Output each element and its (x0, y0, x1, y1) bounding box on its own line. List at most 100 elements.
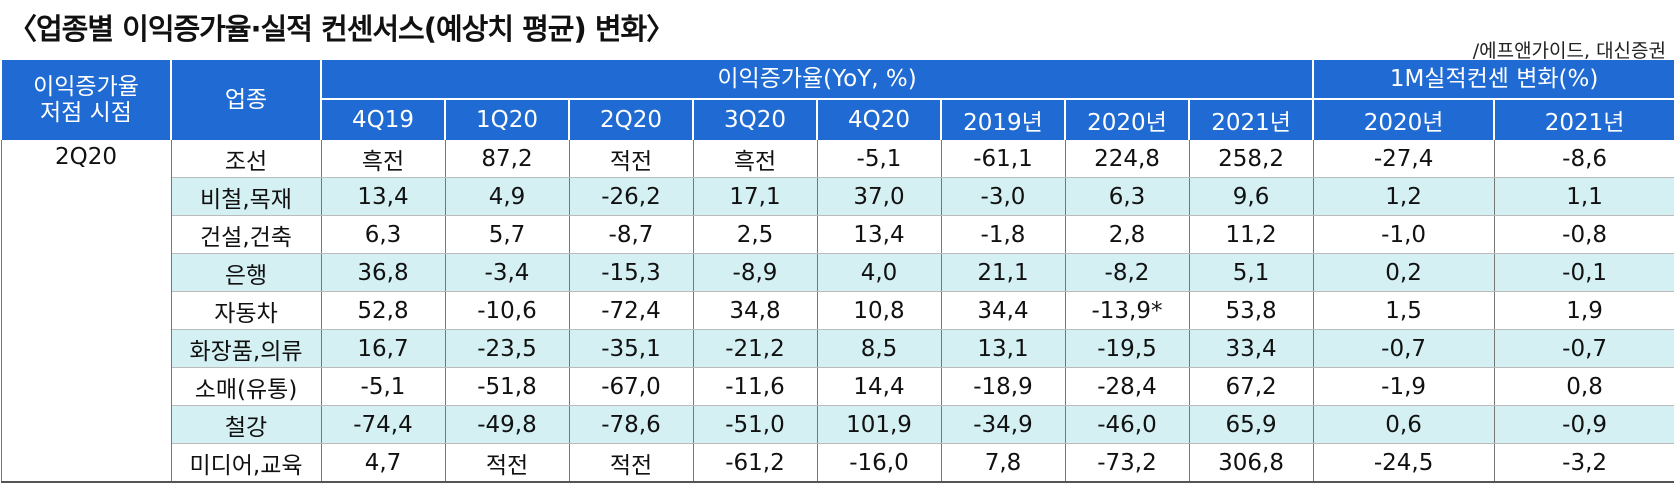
header-cell: 이익증가율(YoY, %) (319, 60, 1315, 99)
column-header: 4Q20 (816, 98, 942, 140)
column-header: 2021년 (1493, 98, 1674, 140)
value-cell: -49,8 (444, 405, 570, 444)
value-cell: 8,5 (816, 329, 942, 368)
header-text: 업종 (224, 86, 268, 113)
value-cell: -35,1 (568, 329, 694, 368)
value-cell: -24,5 (1312, 443, 1495, 483)
value-cell: -1,0 (1312, 215, 1495, 254)
column-header: 2020년 (1064, 98, 1190, 140)
value-cell: 224,8 (1064, 140, 1190, 178)
value-cell: 11,2 (1188, 215, 1314, 254)
value-cell: 34,8 (692, 291, 818, 330)
value-cell: 적전 (568, 140, 694, 178)
table: 이익증가율 저점 시점 업종 이익증가율(YoY, %) 1M실적컨센 변화(%) 4Q1… (0, 60, 1674, 483)
value-cell: -74,4 (320, 405, 446, 444)
value-cell: 101,9 (816, 405, 942, 444)
value-cell: -1,8 (940, 215, 1066, 254)
header-text: 저점 시점 (40, 100, 132, 126)
value-cell: 10,8 (816, 291, 942, 330)
industry-cell: 자동차 (170, 291, 322, 330)
industry-cell: 미디어,교육 (170, 443, 322, 483)
industry-cell: 조선 (170, 140, 322, 178)
industry-cell: 철강 (170, 405, 322, 444)
column-header: 2019년 (940, 98, 1066, 140)
value-cell: 37,0 (816, 177, 942, 216)
title: 〈업종별 이익증가율·실적 컨센서스(예상치 평균) 변화〉 (8, 12, 675, 46)
column-header: 2020년 (1312, 98, 1496, 140)
header-row: 이익증가율 저점 시점 업종 이익증가율(YoY, %) 1M실적컨센 변화(%) (0, 60, 1674, 140)
value-cell: -72,4 (568, 291, 694, 330)
column-header: 2021년 (1187, 98, 1315, 140)
value-cell: 53,8 (1188, 291, 1314, 330)
table-row: 비철,목재 13,4 4,9 -26,2 17,1 37,0 -3,0 6,3 9,6 1,2 1,… (1, 177, 1674, 216)
table-row: 철강 -74,4 -49,8 -78,6 -51,0 101,9 -34,9 -46,0 65,… (1, 405, 1674, 444)
header-text: 1M실적컨센 변화(%) (1389, 65, 1599, 92)
value-cell: 16,7 (320, 329, 446, 368)
value-cell: 13,1 (940, 329, 1066, 368)
value-cell: -21,2 (692, 329, 818, 368)
value-cell: 적전 (444, 443, 570, 483)
value-cell: 4,0 (816, 253, 942, 292)
value-cell: -26,2 (568, 177, 694, 216)
industry-cell: 건설,건축 (170, 215, 322, 254)
table-row: 미디어,교육 4,7 적전 적전 -61,2 -16,0 7,8 -73,2 306,8 -24,… (1, 443, 1674, 483)
value-cell: 87,2 (444, 140, 570, 178)
value-cell: -78,6 (568, 405, 694, 444)
value-cell: 36,8 (320, 253, 446, 292)
value-cell: 1,1 (1493, 177, 1674, 216)
value-cell: -27,4 (1312, 140, 1495, 178)
value-cell: 0,8 (1493, 367, 1674, 406)
value-cell: -11,6 (692, 367, 818, 406)
table-row: 화장품,의류 16,7 -23,5 -35,1 -21,2 8,5 13,1 -19,5 33,… (1, 329, 1674, 368)
value-cell: -18,9 (940, 367, 1066, 406)
column-header: 3Q20 (692, 98, 818, 140)
value-cell: -28,4 (1064, 367, 1190, 406)
source: /에프앤가이드, 대신증권 (1472, 40, 1666, 62)
value-cell: 306,8 (1188, 443, 1314, 483)
value-cell: -8,9 (692, 253, 818, 292)
column-header: 1Q20 (444, 98, 570, 140)
value-cell: -13,9* (1064, 291, 1190, 330)
value-cell: 21,1 (940, 253, 1066, 292)
industry-cell: 화장품,의류 (170, 329, 322, 368)
value-cell: 17,1 (692, 177, 818, 216)
table-row: 소매(유통) -5,1 -51,8 -67,0 -11,6 14,4 -18,9 -28,4 6… (1, 367, 1674, 406)
value-cell: -0,9 (1493, 405, 1674, 444)
value-cell: 4,7 (320, 443, 446, 483)
value-cell: 4,9 (444, 177, 570, 216)
table-row: 건설,건축 6,3 5,7 -8,7 2,5 13,4 -1,8 2,8 11,2 -1,0 -0,… (1, 215, 1674, 254)
header-text: 이익증가율(YoY, %) (717, 65, 917, 92)
value-cell: -5,1 (320, 367, 446, 406)
industry-cell: 은행 (170, 253, 322, 292)
value-cell: -19,5 (1064, 329, 1190, 368)
value-cell: 5,7 (444, 215, 570, 254)
value-cell: -10,6 (444, 291, 570, 330)
header-cell: 1M실적컨센 변화(%) (1312, 60, 1674, 99)
value-cell: 1,9 (1493, 291, 1674, 330)
table-row: 2Q20 조선 흑전 87,2 적전 흑전 -5,1 -61,1 224,8 258,2 -27,4… (0, 140, 1674, 483)
table-header: 이익증가율 저점 시점 업종 이익증가율(YoY, %) 1M실적컨센 변화(%) 4Q1… (0, 60, 1674, 140)
value-cell: 67,2 (1188, 367, 1314, 406)
value-cell: 13,4 (320, 177, 446, 216)
value-cell: -8,6 (1493, 140, 1674, 178)
value-cell: -16,0 (816, 443, 942, 483)
period-cell: 2Q20 (0, 140, 172, 483)
value-cell: 13,4 (816, 215, 942, 254)
table-body: 2Q20 조선 흑전 87,2 적전 흑전 -5,1 -61,1 224,8 258,2 -27,4… (0, 140, 1674, 483)
value-cell: 적전 (568, 443, 694, 483)
table-row: 자동차 52,8 -10,6 -72,4 34,8 10,8 34,4 -13,9* 53,8 1… (1, 291, 1674, 330)
value-cell: -34,9 (940, 405, 1066, 444)
value-cell: 6,3 (1064, 177, 1190, 216)
header-row: 4Q19 1Q20 2Q20 3Q20 4Q20 2019년 2020년 2021년 2020년… (1, 98, 1674, 140)
value-cell: -15,3 (568, 253, 694, 292)
value-cell: -23,5 (444, 329, 570, 368)
value-cell: -67,0 (568, 367, 694, 406)
value-cell: 흑전 (692, 140, 818, 178)
value-cell: -8,7 (568, 215, 694, 254)
industry-cell: 소매(유통) (170, 367, 322, 406)
value-cell: -3,4 (444, 253, 570, 292)
value-cell: -1,9 (1312, 367, 1495, 406)
value-cell: 2,8 (1064, 215, 1190, 254)
value-cell: -46,0 (1064, 405, 1190, 444)
